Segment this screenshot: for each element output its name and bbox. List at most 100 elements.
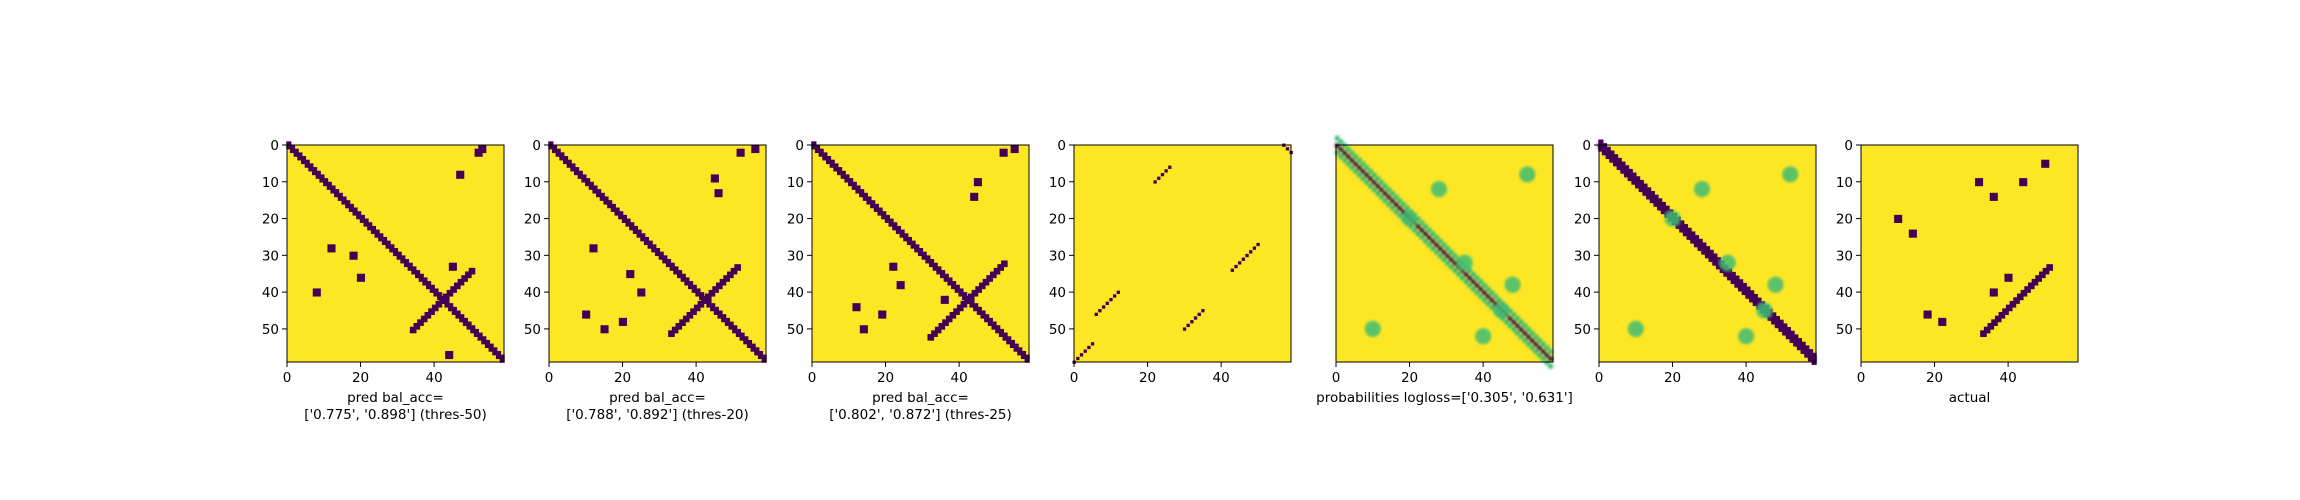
prob-diagonal-cell — [1364, 165, 1370, 171]
axes-frame — [1598, 144, 1817, 363]
prob-diagonal-cell — [1430, 238, 1436, 244]
y-tick-label: 50 — [262, 322, 279, 338]
segment-cell — [1285, 147, 1290, 151]
prob-diagonal-cell — [1730, 275, 1736, 281]
prob-diagonal-cell — [1533, 334, 1539, 340]
y-tick-label: 20 — [262, 212, 279, 228]
diagonal-cell — [495, 350, 502, 360]
prob-diagonal-cell — [1423, 224, 1428, 229]
diagonal-cell — [403, 259, 410, 268]
segment-cell — [1098, 309, 1102, 313]
prob-diagonal-cell — [1518, 327, 1524, 332]
y-tick-label: 40 — [1836, 285, 1853, 301]
cross-cell — [409, 326, 417, 334]
prob-diagonal-cell — [1612, 157, 1618, 163]
segment-cell — [1087, 345, 1091, 350]
diagonal-cell — [414, 270, 421, 279]
prob-diagonal-cell — [1441, 242, 1447, 248]
diagonal-cell — [555, 148, 561, 157]
y-tick-label: 40 — [262, 285, 279, 301]
diagonal-cell — [308, 163, 314, 172]
prob-diagonal-cell — [1437, 238, 1443, 244]
axes-frame — [1335, 144, 1554, 363]
prob-diagonal-cell — [1456, 271, 1462, 277]
diagonal-cell — [969, 299, 975, 308]
prob-diagonal-cell — [1375, 183, 1381, 189]
prob-diagonal-cell — [1390, 205, 1395, 211]
probability-field — [1597, 143, 1816, 362]
prob-diagonal-cell — [1382, 190, 1388, 196]
prob-diagonal-cell — [1511, 327, 1517, 332]
cross-cell — [945, 315, 953, 323]
prob-diagonal-cell — [1515, 323, 1520, 329]
prob-diagonal-cell — [1386, 187, 1392, 193]
diagonal-cell — [304, 159, 310, 168]
prob-diagonal-cell — [1448, 249, 1454, 255]
diagonal-cell — [917, 247, 924, 257]
diagonal-cell — [936, 266, 942, 275]
y-axis: 0 10 20 30 40 50 — [262, 138, 287, 338]
x-tick-label: 40 — [2000, 370, 2017, 386]
prob-diagonal-cell — [1452, 268, 1458, 273]
contact-cell — [456, 170, 465, 179]
segment-cell — [1109, 298, 1113, 302]
diagonal-cell — [870, 200, 876, 209]
prob-diagonal-cell — [1756, 301, 1761, 307]
diagonal-cell — [651, 244, 657, 253]
prob-diagonal-cell — [1715, 260, 1721, 266]
diagonal-cell — [910, 240, 916, 249]
x-tick-label: 0 — [1595, 370, 1604, 386]
prob-diagonal-cell — [1522, 323, 1528, 329]
prob-diagonal-cell — [1367, 183, 1373, 189]
prob-diagonal-cell — [1511, 312, 1517, 318]
x-axis: 0 20 40 — [283, 362, 443, 386]
x-axis-label: ['0.775', '0.898'] (thres-50) — [304, 407, 487, 423]
x-axis: 0 20 40 — [808, 362, 968, 386]
x-axis: 0 20 40 — [1332, 362, 1492, 386]
diagonal-cell — [618, 211, 624, 220]
prob-diagonal-cell — [1597, 143, 1603, 148]
prob-diagonal-cell — [1426, 242, 1432, 248]
x-tick-label: 0 — [808, 370, 817, 386]
y-tick-label: 0 — [1844, 138, 1853, 154]
contact-cell — [1989, 192, 1998, 201]
prob-diagonal-cell — [1526, 341, 1531, 347]
diagonal-cell — [995, 325, 1001, 334]
diagonal-cell — [459, 314, 465, 323]
prob-diagonal-cell — [1605, 150, 1611, 156]
prob-diagonal-cell — [1364, 172, 1370, 178]
y-tick-label: 0 — [270, 138, 279, 154]
x-tick-label: 40 — [426, 370, 443, 386]
prob-diagonal-cell — [1489, 297, 1495, 303]
prob-diagonal-cell — [1653, 198, 1658, 204]
contact-cell — [896, 281, 905, 290]
cross-cell — [428, 308, 435, 315]
y-tick-label: 20 — [1049, 212, 1066, 228]
prob-diagonal-cell — [1540, 349, 1546, 354]
diagonal-cell — [385, 240, 391, 249]
diagonal-cell — [585, 178, 591, 187]
diagonal-cell — [943, 273, 949, 282]
diagonal-cell — [378, 233, 384, 242]
prob-diagonal-cell — [1774, 319, 1780, 325]
contact-cell — [618, 317, 627, 326]
diagonal-cell — [1017, 347, 1023, 356]
y-tick-label: 10 — [787, 175, 804, 191]
diagonal-cell — [1006, 336, 1012, 345]
prob-diagonal-cell — [1796, 341, 1802, 347]
prob-diagonal-cell — [1349, 165, 1355, 171]
diagonal-cell — [851, 181, 857, 190]
prob-diagonal-cell — [1619, 165, 1625, 171]
diagonal-cell — [407, 262, 413, 271]
prob-diagonal-cell — [1770, 316, 1776, 321]
cross-cell — [2013, 297, 2020, 304]
contact-cell — [1938, 317, 1947, 326]
diagonal-cell — [728, 321, 734, 330]
cross-cell — [675, 323, 683, 330]
prob-diagonal-cell — [1360, 176, 1366, 182]
prob-diagonal-cell — [1507, 308, 1513, 314]
prob-diagonal-cell — [1401, 209, 1406, 215]
diagonal-cell — [341, 196, 347, 205]
cross-cell — [439, 297, 446, 304]
prob-diagonal-cell — [1467, 275, 1473, 281]
